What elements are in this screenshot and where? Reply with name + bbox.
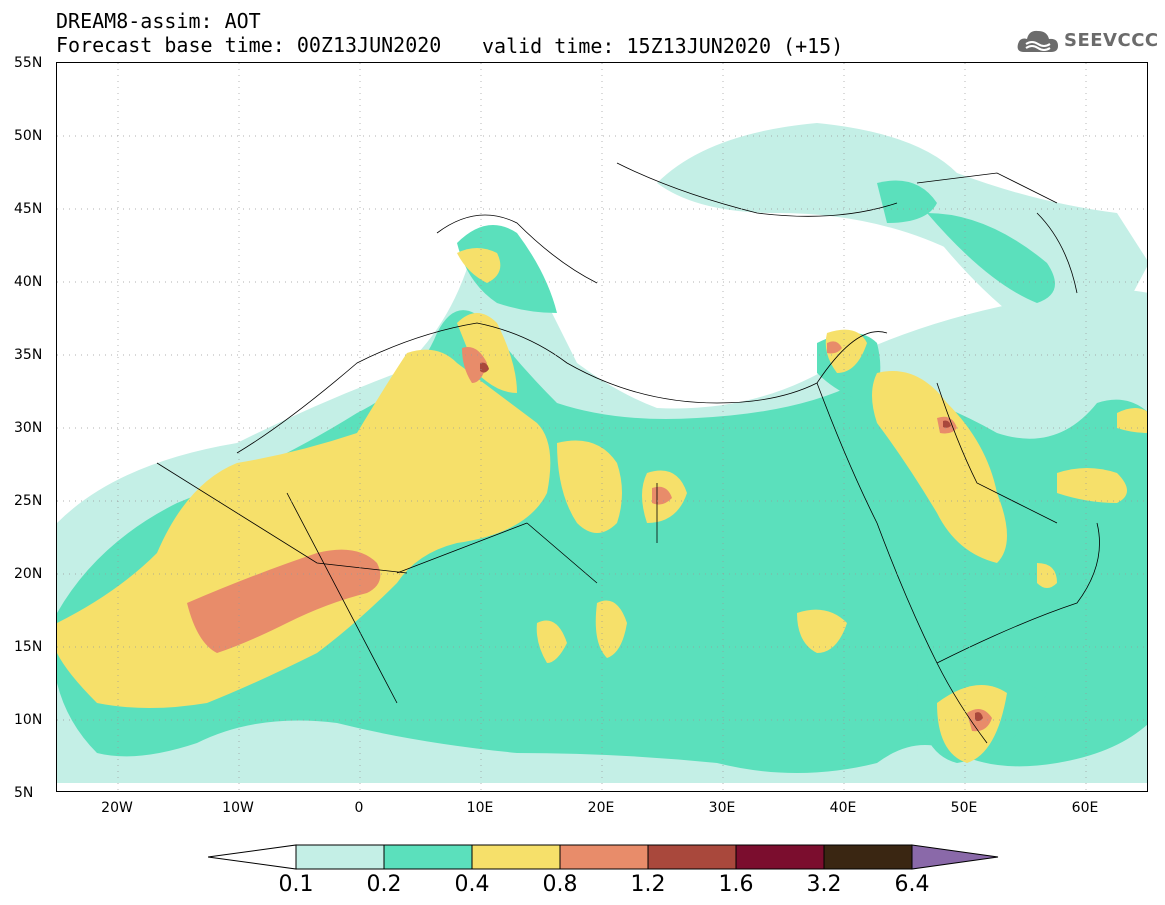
aot-band-0-4 <box>57 248 1147 763</box>
lat-label: 10N <box>14 712 43 728</box>
aot-field <box>57 63 1147 791</box>
lat-label: 15N <box>14 639 43 655</box>
lat-label: 45N <box>14 201 43 217</box>
colorbar-swatch <box>559 844 649 870</box>
map-title: DREAM8-assim: AOT <box>56 9 261 33</box>
lon-label: 20W <box>101 800 133 816</box>
colorbar-label: 0.1 <box>278 872 314 897</box>
colorbar-swatch <box>295 844 385 870</box>
graticule <box>57 63 1147 791</box>
lon-label: 50E <box>950 800 978 816</box>
lon-label: 30E <box>708 800 736 816</box>
colorbar-max-arrow <box>911 844 999 870</box>
colorbar-label: 1.2 <box>630 872 666 897</box>
lon-label: 10E <box>466 800 494 816</box>
cloud-icon <box>1017 30 1058 52</box>
forecast-base-time: Forecast base time: 00Z13JUN2020 <box>56 33 442 57</box>
colorbar-swatch <box>735 844 825 870</box>
colorbar-swatch <box>383 844 473 870</box>
colorbar-swatch <box>823 844 913 870</box>
lat-label: 20N <box>14 566 43 582</box>
valid-time: valid time: 15Z13JUN2020 (+15) <box>482 34 844 58</box>
seevccc-logo: SEEVCCC <box>1016 24 1159 58</box>
colorbar-label: 0.4 <box>454 872 490 897</box>
lon-label: 20E <box>587 800 615 816</box>
lat-label: 55N <box>14 55 43 71</box>
logo-text: SEEVCCC <box>1064 30 1159 51</box>
lat-label: 30N <box>14 420 43 436</box>
aot-band-0-8 <box>187 341 992 732</box>
aot-colorbar <box>208 844 999 870</box>
lat-label: 5N <box>14 785 34 801</box>
lat-label: 40N <box>14 274 43 290</box>
lon-label: 40E <box>829 800 857 816</box>
colorbar-min-arrow <box>208 844 297 870</box>
aot-map <box>56 62 1148 792</box>
colorbar-label: 0.2 <box>366 872 402 897</box>
colorbar-label: 1.6 <box>718 872 754 897</box>
lat-label: 25N <box>14 493 43 509</box>
colorbar-swatch <box>471 844 561 870</box>
coastlines <box>156 162 1100 744</box>
colorbar-label: 0.8 <box>542 872 578 897</box>
lat-label: 35N <box>14 347 43 363</box>
lon-label: 10W <box>222 800 254 816</box>
lon-label: 60E <box>1071 800 1099 816</box>
colorbar-label: 3.2 <box>806 872 842 897</box>
colorbar-label: 6.4 <box>894 872 930 897</box>
lon-label: 0 <box>354 800 364 816</box>
aot-band-1-2 <box>480 362 983 722</box>
colorbar-swatch <box>647 844 737 870</box>
lat-label: 50N <box>14 128 43 144</box>
